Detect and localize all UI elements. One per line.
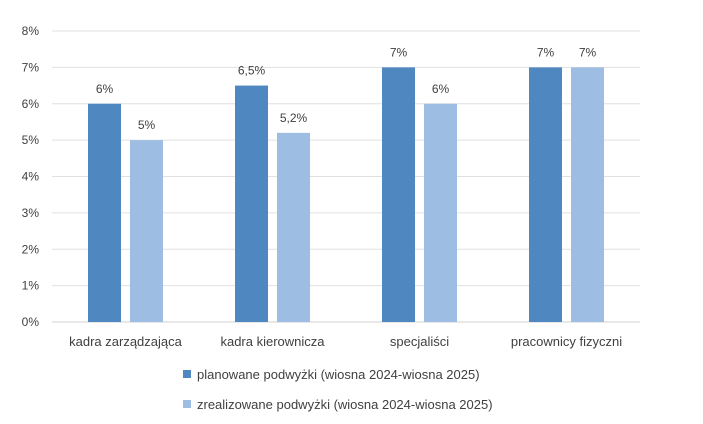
legend-swatch-zrealizowane [183, 400, 191, 408]
bar-zrealizowane [130, 140, 163, 322]
legend-label-planowane: planowane podwyżki (wiosna 2024-wiosna 2… [197, 366, 480, 382]
bar-planowane [88, 103, 121, 322]
x-tick-label: pracownicy fizyczni [511, 334, 622, 349]
y-tick-label: 0% [22, 315, 40, 329]
legend-label-zrealizowane: zrealizowane podwyżki (wiosna 2024-wiosn… [197, 396, 493, 412]
y-tick-label: 7% [22, 60, 40, 74]
legend-item-planowane: planowane podwyżki (wiosna 2024-wiosna 2… [183, 364, 493, 384]
bar-planowane [529, 67, 562, 322]
legend: planowane podwyżki (wiosna 2024-wiosna 2… [183, 364, 493, 424]
y-tick-label: 8% [22, 24, 40, 38]
data-label: 7% [390, 45, 408, 59]
x-tick-label: kadra zarządzająca [69, 334, 182, 349]
data-label: 6% [96, 82, 114, 96]
y-tick-label: 4% [22, 170, 40, 184]
legend-swatch-planowane [183, 370, 191, 378]
legend-item-zrealizowane: zrealizowane podwyżki (wiosna 2024-wiosn… [183, 394, 493, 414]
bar-chart: 0% 1% 2% 3% 4% 5% 6% 7% 8% 6% 5% kadra zarządzająca… [22, 24, 640, 349]
data-label: 6,5% [238, 64, 266, 78]
data-label: 5% [138, 118, 156, 132]
data-label: 6% [432, 82, 450, 96]
x-tick-label: kadra kierownicza [220, 334, 325, 349]
data-label: 7% [537, 45, 555, 59]
y-tick-label: 3% [22, 206, 40, 220]
bar-planowane [235, 85, 268, 322]
y-tick-label: 6% [22, 97, 40, 111]
y-tick-label: 1% [22, 279, 40, 293]
data-label: 5,2% [280, 111, 308, 125]
bar-zrealizowane [277, 132, 310, 322]
y-tick-label: 5% [22, 133, 40, 147]
y-tick-label: 2% [22, 242, 40, 256]
data-label: 7% [579, 45, 597, 59]
bar-planowane [382, 67, 415, 322]
bar-zrealizowane [424, 103, 457, 322]
bar-zrealizowane [571, 67, 604, 322]
x-tick-label: specjaliści [390, 334, 449, 349]
